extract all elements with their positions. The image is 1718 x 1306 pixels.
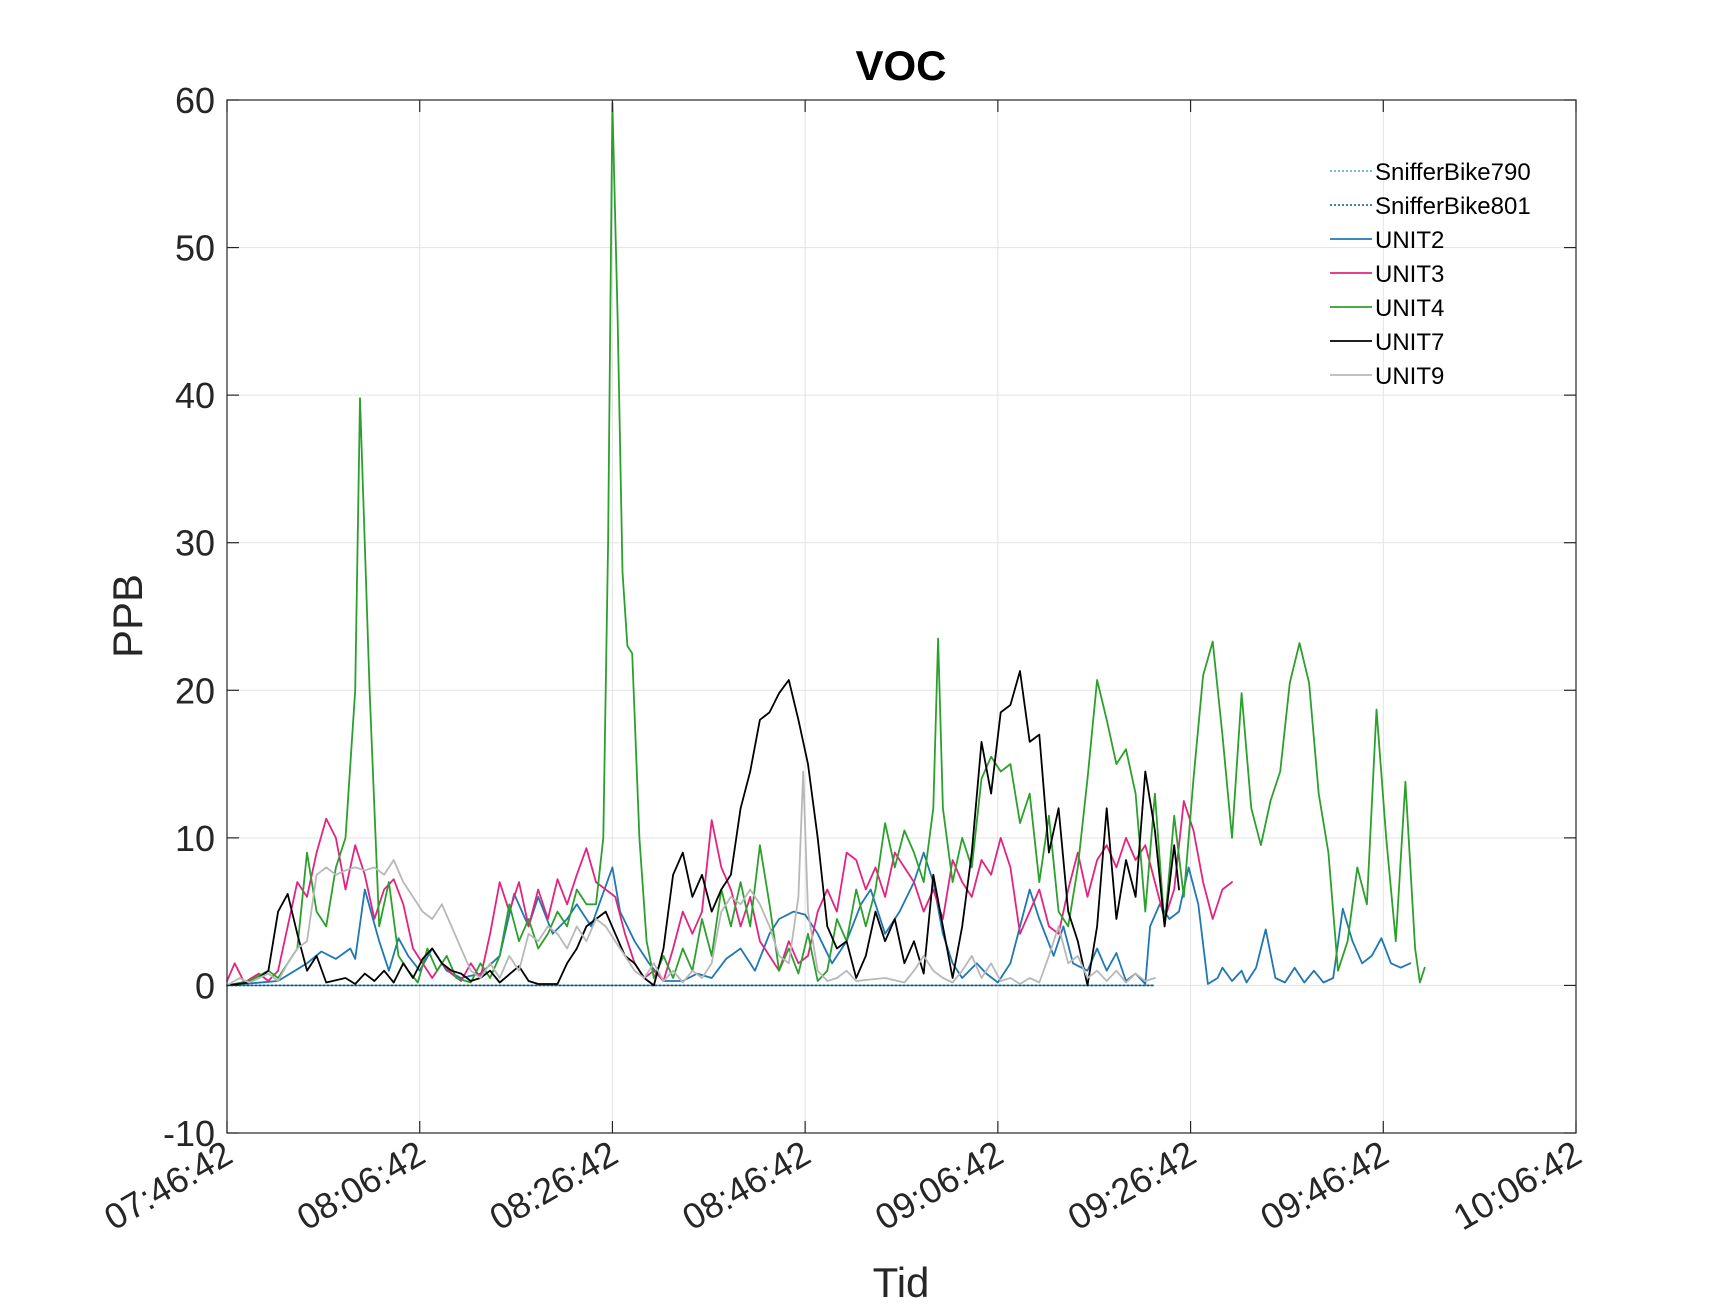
x-axis: 07:46:42 08:06:42 08:26:42 08:46:42 09:06:42…	[97, 100, 1588, 1238]
y-axis-label: PPB	[104, 574, 151, 658]
x-axis-label: Tid	[873, 1259, 930, 1306]
x-tick-label: 09:46:42	[1253, 1132, 1395, 1238]
legend: SnifferBike790 SnifferBike801 UNIT2 UNIT3 UN…	[1330, 159, 1531, 390]
legend-label: UNIT4	[1375, 295, 1444, 322]
legend-label: SnifferBike790	[1375, 159, 1531, 186]
series-line-unit3	[226, 800, 1233, 984]
y-tick-label: 60	[175, 80, 215, 121]
legend-label: SnifferBike801	[1375, 193, 1531, 220]
x-tick-label: 09:26:42	[1061, 1132, 1203, 1238]
y-tick-label: 40	[175, 375, 215, 416]
x-tick-label: 10:06:42	[1446, 1132, 1588, 1238]
chart-title: VOC	[855, 42, 946, 89]
plot-area	[226, 102, 1426, 987]
legend-label: UNIT3	[1375, 261, 1444, 288]
grid-lines	[226, 99, 1577, 1134]
axes-box	[226, 99, 1577, 1134]
y-tick-label: -10	[163, 1113, 215, 1154]
y-tick-label: 50	[175, 228, 215, 269]
y-tick-label: 30	[175, 523, 215, 564]
series-line-unit7	[226, 670, 1180, 987]
legend-label: UNIT7	[1375, 329, 1444, 356]
y-tick-label: 20	[175, 670, 215, 711]
x-tick-label: 08:46:42	[675, 1132, 817, 1238]
x-tick-label: 09:06:42	[868, 1132, 1010, 1238]
x-tick-label: 08:06:42	[290, 1132, 432, 1238]
y-tick-label: 10	[175, 818, 215, 859]
legend-label: UNIT2	[1375, 227, 1444, 254]
legend-label: UNIT9	[1375, 363, 1444, 390]
x-tick-label: 08:26:42	[483, 1132, 625, 1238]
y-axis: -10 0 10 20 30 40 50 60	[163, 80, 1576, 1154]
series-line-unit4	[226, 102, 1426, 987]
y-tick-label: 0	[195, 965, 215, 1006]
series-line-unit9	[226, 770, 1156, 987]
